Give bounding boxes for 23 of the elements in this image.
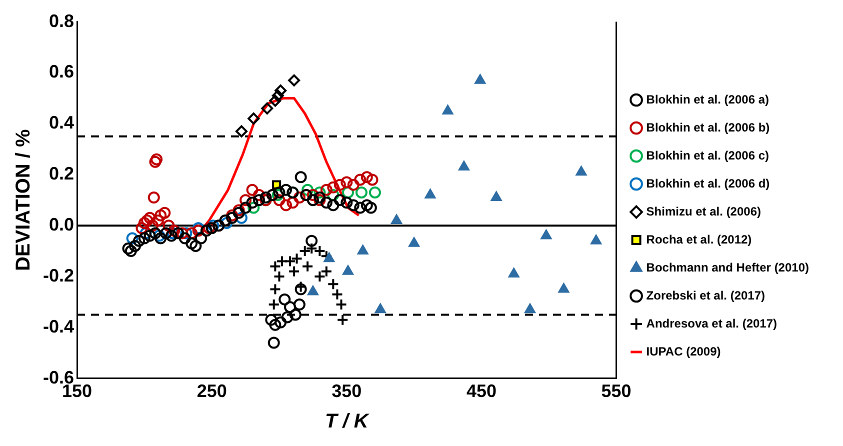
y-tick-label: -0.4: [42, 316, 74, 336]
legend-label: Blokhin et al. (2006 c): [646, 148, 770, 162]
legend-label: Rocha et al. (2012): [646, 232, 752, 246]
y-tick-label: 0.4: [48, 112, 74, 133]
y-tick-label: 0.2: [48, 164, 74, 184]
legend-label: Blokhin et al. (2006 d): [646, 176, 770, 190]
legend-label: Shimizu et al. (2006): [646, 204, 762, 218]
legend-label: Blokhin et al. (2006 b): [646, 120, 770, 134]
legend-label: Andresova et al. (2017): [646, 316, 778, 330]
y-tick-label: 0.6: [48, 62, 74, 82]
legend-label: Bochmann and Hefter (2010): [646, 260, 810, 274]
x-tick-label: 350: [332, 381, 362, 402]
y-tick-label: 0.0: [48, 214, 74, 235]
x-tick-label: 250: [196, 381, 227, 402]
y-tick-label: -0.2: [42, 265, 74, 286]
x-tick-label: 450: [466, 381, 496, 402]
x-axis-title: T / K: [324, 410, 370, 433]
legend-label: Blokhin et al. (2006 a): [646, 92, 770, 106]
y-tick-label: 0.8: [48, 10, 74, 31]
x-tick-label: 550: [601, 381, 632, 402]
y-axis-title: DEVIATION / %: [12, 128, 35, 272]
legend-label: Zorebski et al. (2017): [646, 288, 766, 302]
legend-label: IUPAC (2009): [646, 344, 721, 358]
